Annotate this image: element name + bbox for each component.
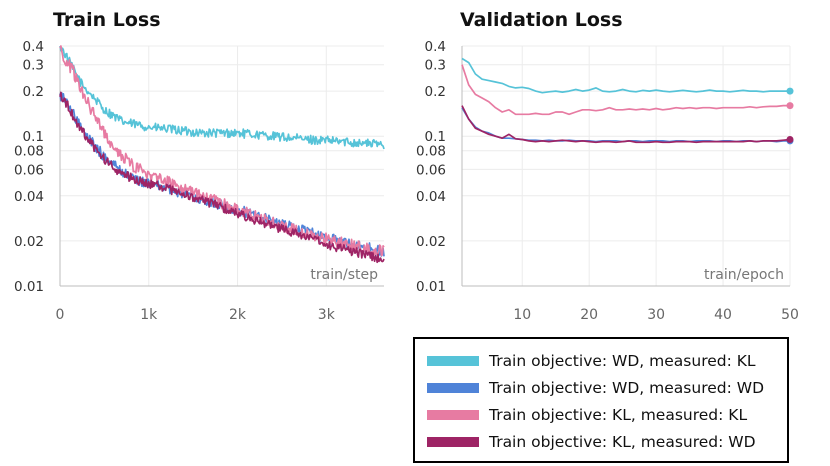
legend-item-kl-wd: Train objective: KL, measured: WD bbox=[427, 428, 787, 455]
x-tick-label: 50 bbox=[781, 307, 799, 323]
y-tick-label: 0.06 bbox=[14, 162, 44, 178]
x-tick-label: 1k bbox=[140, 307, 158, 323]
y-tick-label: 0.01 bbox=[416, 279, 446, 295]
series-end-point-1 bbox=[786, 87, 794, 95]
y-tick-label: 0.04 bbox=[14, 189, 44, 205]
legend-swatch bbox=[427, 409, 479, 420]
series-line-4 bbox=[461, 105, 791, 144]
x-tick-label: 10 bbox=[513, 307, 531, 323]
y-tick-label: 0.1 bbox=[425, 129, 446, 145]
y-tick-label: 0.04 bbox=[416, 189, 446, 205]
y-tick-label: 0.4 bbox=[425, 39, 446, 55]
y-tick-label: 0.01 bbox=[14, 279, 44, 295]
legend-label: Train objective: KL, measured: WD bbox=[489, 432, 756, 451]
y-tick-label: 0.2 bbox=[425, 84, 446, 100]
series-line-1 bbox=[461, 57, 790, 94]
series-line-1 bbox=[59, 45, 385, 150]
legend-item-kl-kl: Train objective: KL, measured: KL bbox=[427, 401, 787, 428]
legend-label: Train objective: WD, measured: WD bbox=[489, 378, 765, 397]
y-tick-label: 0.2 bbox=[23, 84, 44, 100]
series-line-3 bbox=[461, 64, 790, 116]
legend-label: Train objective: KL, measured: KL bbox=[489, 405, 748, 424]
series-line-4 bbox=[59, 91, 385, 264]
legend: Train objective: WD, measured: KL Train … bbox=[413, 337, 789, 463]
x-tick-label: 2k bbox=[229, 307, 247, 323]
legend-item-wd-kl: Train objective: WD, measured: KL bbox=[427, 347, 787, 374]
x-tick-label: 30 bbox=[647, 307, 665, 323]
legend-swatch bbox=[427, 436, 479, 447]
y-tick-label: 0.06 bbox=[416, 162, 446, 178]
legend-label: Train objective: WD, measured: KL bbox=[489, 351, 756, 370]
chart-0: Train Loss 0.4 0.3 0.2 0.10.08 0.06 0.04 0.02 0.… bbox=[14, 9, 385, 323]
legend-swatch bbox=[427, 382, 479, 393]
series-end-point-4 bbox=[786, 136, 794, 144]
chart-title: Validation Loss bbox=[460, 9, 623, 31]
chart-title: Train Loss bbox=[53, 9, 161, 31]
x-axis-label: train/epoch bbox=[704, 267, 784, 283]
y-tick-label: 0.02 bbox=[14, 234, 44, 250]
x-tick-label: 3k bbox=[318, 307, 336, 323]
chart-1: Validation Loss 0.4 0.3 0.2 0.10.08 0.06 0.04 0… bbox=[416, 9, 799, 323]
legend-swatch bbox=[427, 355, 479, 366]
legend-item-wd-wd: Train objective: WD, measured: WD bbox=[427, 374, 787, 401]
x-tick-label: 0 bbox=[56, 307, 65, 323]
y-tick-label: 0.4 bbox=[23, 39, 44, 55]
y-tick-label: 0.02 bbox=[416, 234, 446, 250]
series-end-point-3 bbox=[786, 102, 794, 110]
y-tick-label: 0.08 bbox=[416, 144, 446, 160]
y-tick-label: 0.3 bbox=[23, 58, 44, 74]
series-line-3 bbox=[59, 45, 385, 257]
x-axis-label: train/step bbox=[310, 267, 378, 283]
x-tick-label: 20 bbox=[580, 307, 598, 323]
charts-area: Train Loss0.40.30.20.10.080.060.040.020.… bbox=[14, 9, 799, 323]
y-tick-label: 0.3 bbox=[425, 58, 446, 74]
x-tick-label: 40 bbox=[714, 307, 732, 323]
y-tick-label: 0.1 bbox=[23, 129, 44, 145]
y-tick-label: 0.08 bbox=[14, 144, 44, 160]
